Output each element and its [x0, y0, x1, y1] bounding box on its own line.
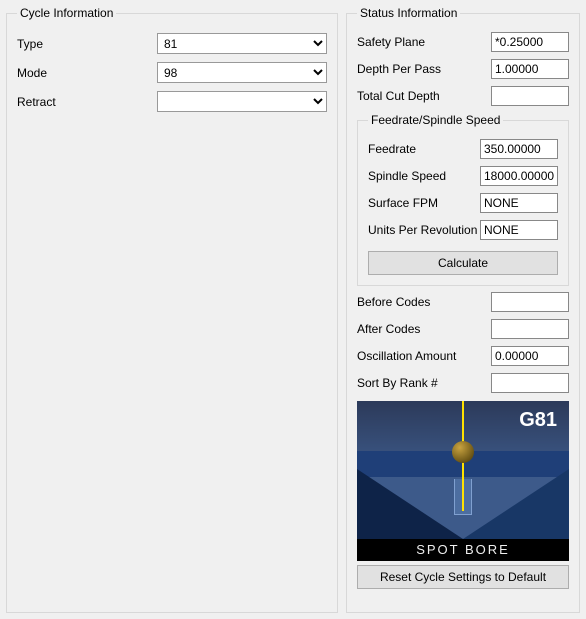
- units-per-rev-label: Units Per Revolution: [368, 223, 480, 237]
- before-codes-label: Before Codes: [357, 295, 491, 309]
- cycle-information-group: Cycle Information Type 81 Mode 98 Retrac…: [6, 6, 338, 613]
- oscillation-amount-input[interactable]: [491, 346, 569, 366]
- retract-label: Retract: [17, 95, 157, 109]
- status-information-group: Status Information Safety Plane Depth Pe…: [346, 6, 580, 613]
- surface-fpm-label: Surface FPM: [368, 196, 480, 210]
- units-per-rev-input[interactable]: [480, 220, 558, 240]
- preview-caption: SPOT BORE: [357, 539, 569, 561]
- mode-label: Mode: [17, 66, 157, 80]
- depth-per-pass-input[interactable]: [491, 59, 569, 79]
- before-codes-input[interactable]: [491, 292, 569, 312]
- feedrate-input[interactable]: [480, 139, 558, 159]
- safety-plane-input[interactable]: [491, 32, 569, 52]
- cycle-preview-image: G81 SPOT BORE: [357, 401, 569, 561]
- feedrate-label: Feedrate: [368, 142, 480, 156]
- depth-per-pass-label: Depth Per Pass: [357, 62, 491, 76]
- type-select[interactable]: 81: [157, 33, 327, 54]
- spindle-speed-label: Spindle Speed: [368, 169, 480, 183]
- status-information-legend: Status Information: [357, 6, 460, 20]
- calculate-button[interactable]: Calculate: [368, 251, 558, 275]
- sort-by-rank-label: Sort By Rank #: [357, 376, 491, 390]
- type-label: Type: [17, 37, 157, 51]
- total-cut-depth-input[interactable]: [491, 86, 569, 106]
- retract-select[interactable]: [157, 91, 327, 112]
- cycle-information-legend: Cycle Information: [17, 6, 116, 20]
- reset-cycle-button[interactable]: Reset Cycle Settings to Default: [357, 565, 569, 589]
- feedrate-spindle-group: Feedrate/Spindle Speed Feedrate Spindle …: [357, 113, 569, 286]
- spindle-speed-input[interactable]: [480, 166, 558, 186]
- preview-gcode-label: G81: [519, 409, 557, 432]
- feedrate-spindle-legend: Feedrate/Spindle Speed: [368, 113, 503, 127]
- after-codes-label: After Codes: [357, 322, 491, 336]
- oscillation-amount-label: Oscillation Amount: [357, 349, 491, 363]
- safety-plane-label: Safety Plane: [357, 35, 491, 49]
- total-cut-depth-label: Total Cut Depth: [357, 89, 491, 103]
- surface-fpm-input[interactable]: [480, 193, 558, 213]
- mode-select[interactable]: 98: [157, 62, 327, 83]
- sort-by-rank-input[interactable]: [491, 373, 569, 393]
- after-codes-input[interactable]: [491, 319, 569, 339]
